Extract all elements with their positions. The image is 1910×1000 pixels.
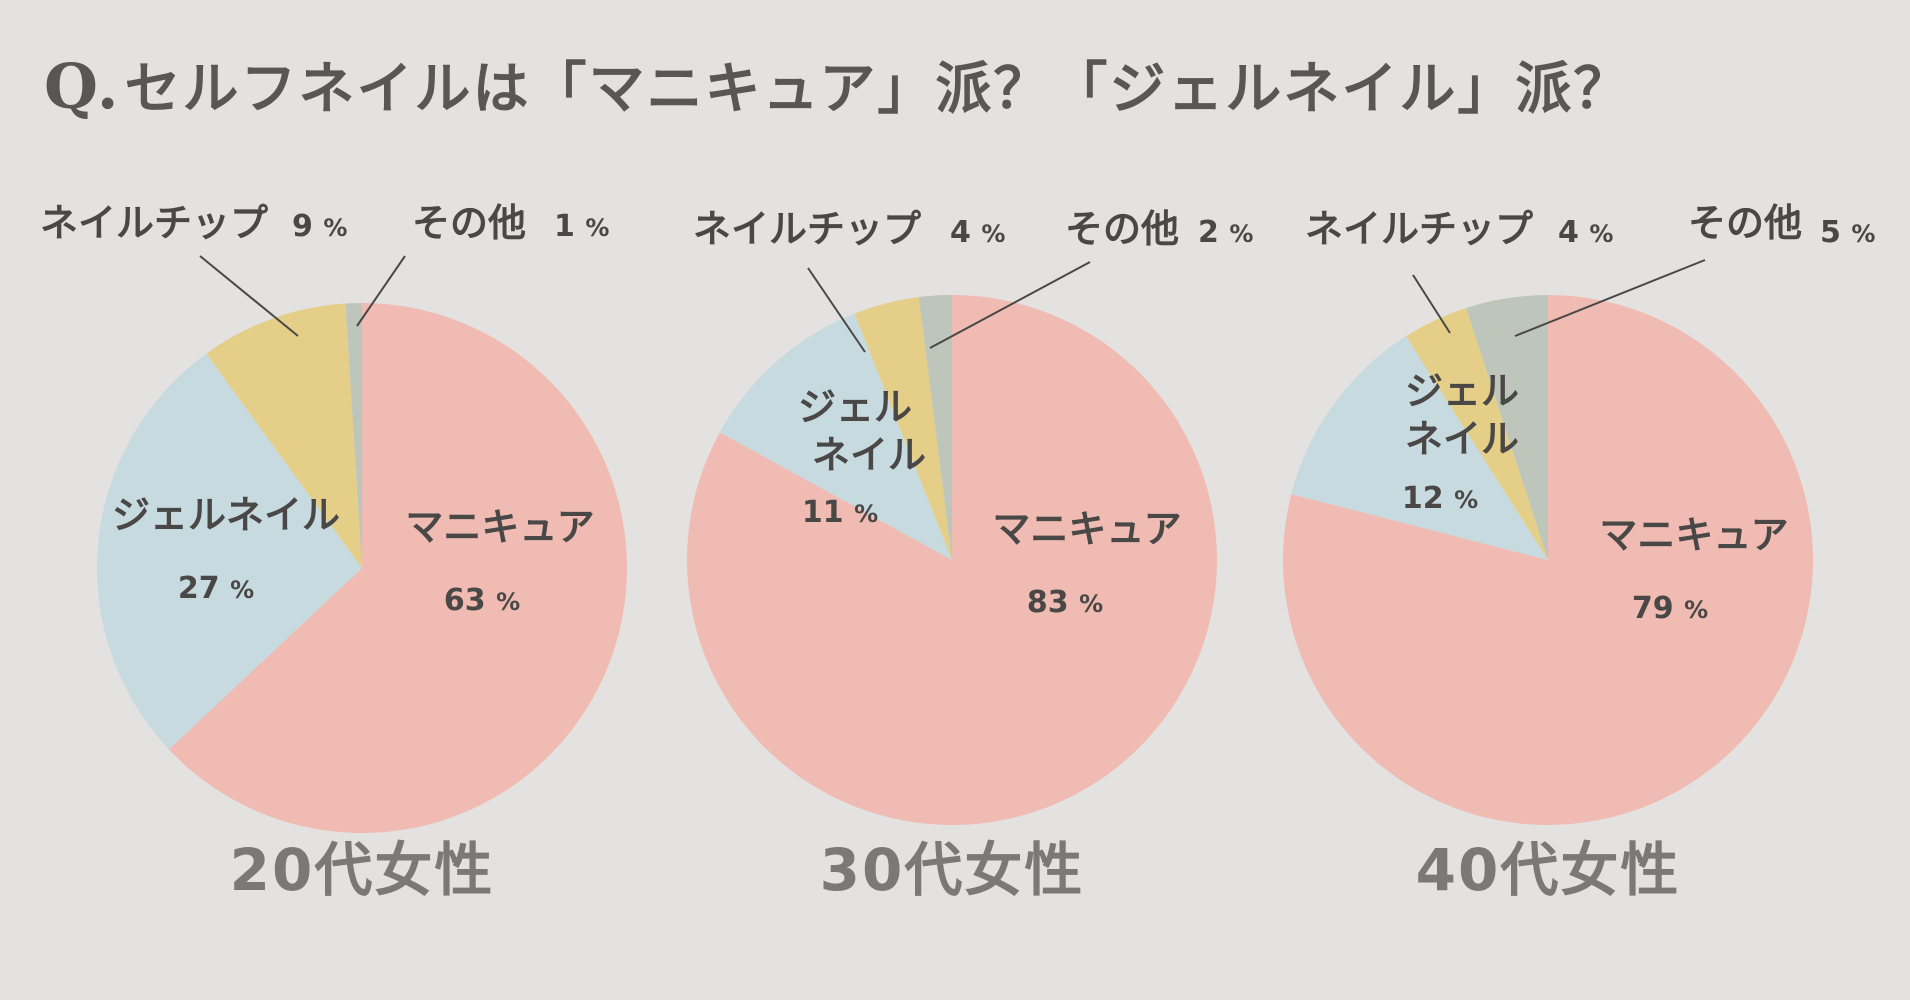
- pie-slice-3-4: [1466, 295, 1548, 560]
- pie-slice-2-2: [719, 313, 952, 560]
- pie-slice-1-1: [168, 303, 628, 834]
- slice-label-3-1: マニキュア: [1599, 513, 1788, 557]
- slice-value-3-3: 4 %: [1558, 215, 1613, 250]
- leader-line-1-3: [199, 255, 299, 337]
- leader-line-2-3: [807, 267, 866, 353]
- slice-value-3-2: 12 %: [1402, 481, 1478, 516]
- leader-line-1-4: [356, 255, 406, 327]
- leader-line-3-4: [1514, 259, 1706, 337]
- slice-value-1-3: 9 %: [292, 209, 347, 244]
- slice-value-1-4: 1 %: [554, 209, 609, 244]
- title-text: セルフネイルは「マニキュア」派？「ジェルネイル」派？: [124, 57, 1632, 122]
- slice-label-1-1: マニキュア: [405, 505, 594, 549]
- slice-label-2-2: ジェル: [798, 385, 912, 429]
- pie-slice-3-1: [1283, 295, 1814, 826]
- pie-slice-2-3: [854, 297, 952, 560]
- leader-line-3-3: [1412, 274, 1451, 334]
- chart-title: Q.セルフネイルは「マニキュア」派？「ジェルネイル」派？: [44, 44, 1631, 125]
- leader-line-2-4: [929, 261, 1091, 349]
- slice-value-2-2: 11 %: [802, 495, 878, 530]
- slice-label-1-3: ネイルチップ: [40, 201, 268, 245]
- slice-label-2-2-line2: ネイル: [812, 433, 926, 477]
- pie-slice-1-3: [206, 303, 362, 568]
- slice-value-2-3: 4 %: [950, 215, 1005, 250]
- pie-slice-1-4: [345, 303, 362, 568]
- slice-label-3-4: その他: [1688, 201, 1802, 245]
- slice-label-3-2: ジェル: [1405, 369, 1519, 413]
- pie-slice-2-1: [687, 295, 1218, 826]
- slice-label-2-1: マニキュア: [992, 507, 1181, 551]
- title-prefix: Q.: [44, 50, 121, 123]
- slice-label-2-3: ネイルチップ: [693, 207, 921, 251]
- chart-caption-2: 30代女性: [820, 836, 1085, 904]
- pie-slice-1-2: [97, 353, 362, 750]
- chart-caption-1: 20代女性: [230, 836, 495, 904]
- slice-value-1-1: 63 %: [444, 583, 520, 618]
- pie-slice-3-2: [1291, 336, 1548, 560]
- slice-value-1-2: 27 %: [178, 571, 254, 606]
- slice-label-1-4: その他: [412, 201, 526, 245]
- slice-value-2-1: 83 %: [1027, 585, 1103, 620]
- slice-label-3-3: ネイルチップ: [1305, 207, 1533, 251]
- slice-value-3-4: 5 %: [1820, 215, 1875, 250]
- pie-slice-3-3: [1406, 307, 1548, 560]
- pie-slice-2-4: [918, 295, 952, 560]
- slice-label-3-2-line2: ネイル: [1405, 417, 1519, 461]
- slice-label-2-4: その他: [1065, 207, 1179, 251]
- slice-value-3-1: 79 %: [1632, 591, 1708, 626]
- slice-value-2-4: 2 %: [1198, 215, 1253, 250]
- chart-caption-3: 40代女性: [1416, 836, 1681, 904]
- slice-label-1-2: ジェルネイル: [112, 493, 340, 537]
